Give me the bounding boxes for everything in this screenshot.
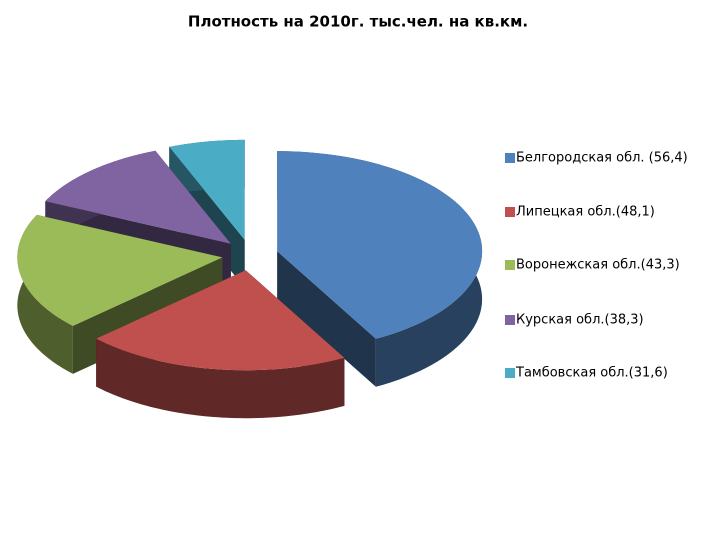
legend-swatch bbox=[505, 207, 515, 217]
slice-side bbox=[96, 338, 345, 419]
pie-slice bbox=[277, 151, 483, 339]
pie-slice bbox=[17, 214, 223, 326]
pie-slice bbox=[96, 270, 345, 371]
legend-label: Белгородская обл. (56,4) bbox=[516, 151, 688, 166]
slice-wall bbox=[277, 251, 376, 387]
legend-label: Воронежская обл.(43,3) bbox=[516, 258, 680, 273]
pie-slice bbox=[45, 150, 231, 244]
legend-label: Тамбовская обл.(31,6) bbox=[515, 366, 668, 381]
pie-slice bbox=[169, 139, 245, 240]
legend-swatch bbox=[505, 315, 515, 325]
legend-swatch bbox=[505, 368, 515, 378]
legend-label: Курская обл.(38,3) bbox=[516, 313, 644, 328]
legend-swatch bbox=[505, 153, 515, 163]
chart-title: Плотность на 2010г. тыс.чел. на кв.км. bbox=[188, 13, 528, 31]
legend-swatch bbox=[505, 260, 515, 270]
legend-label: Липецкая обл.(48,1) bbox=[516, 205, 655, 220]
